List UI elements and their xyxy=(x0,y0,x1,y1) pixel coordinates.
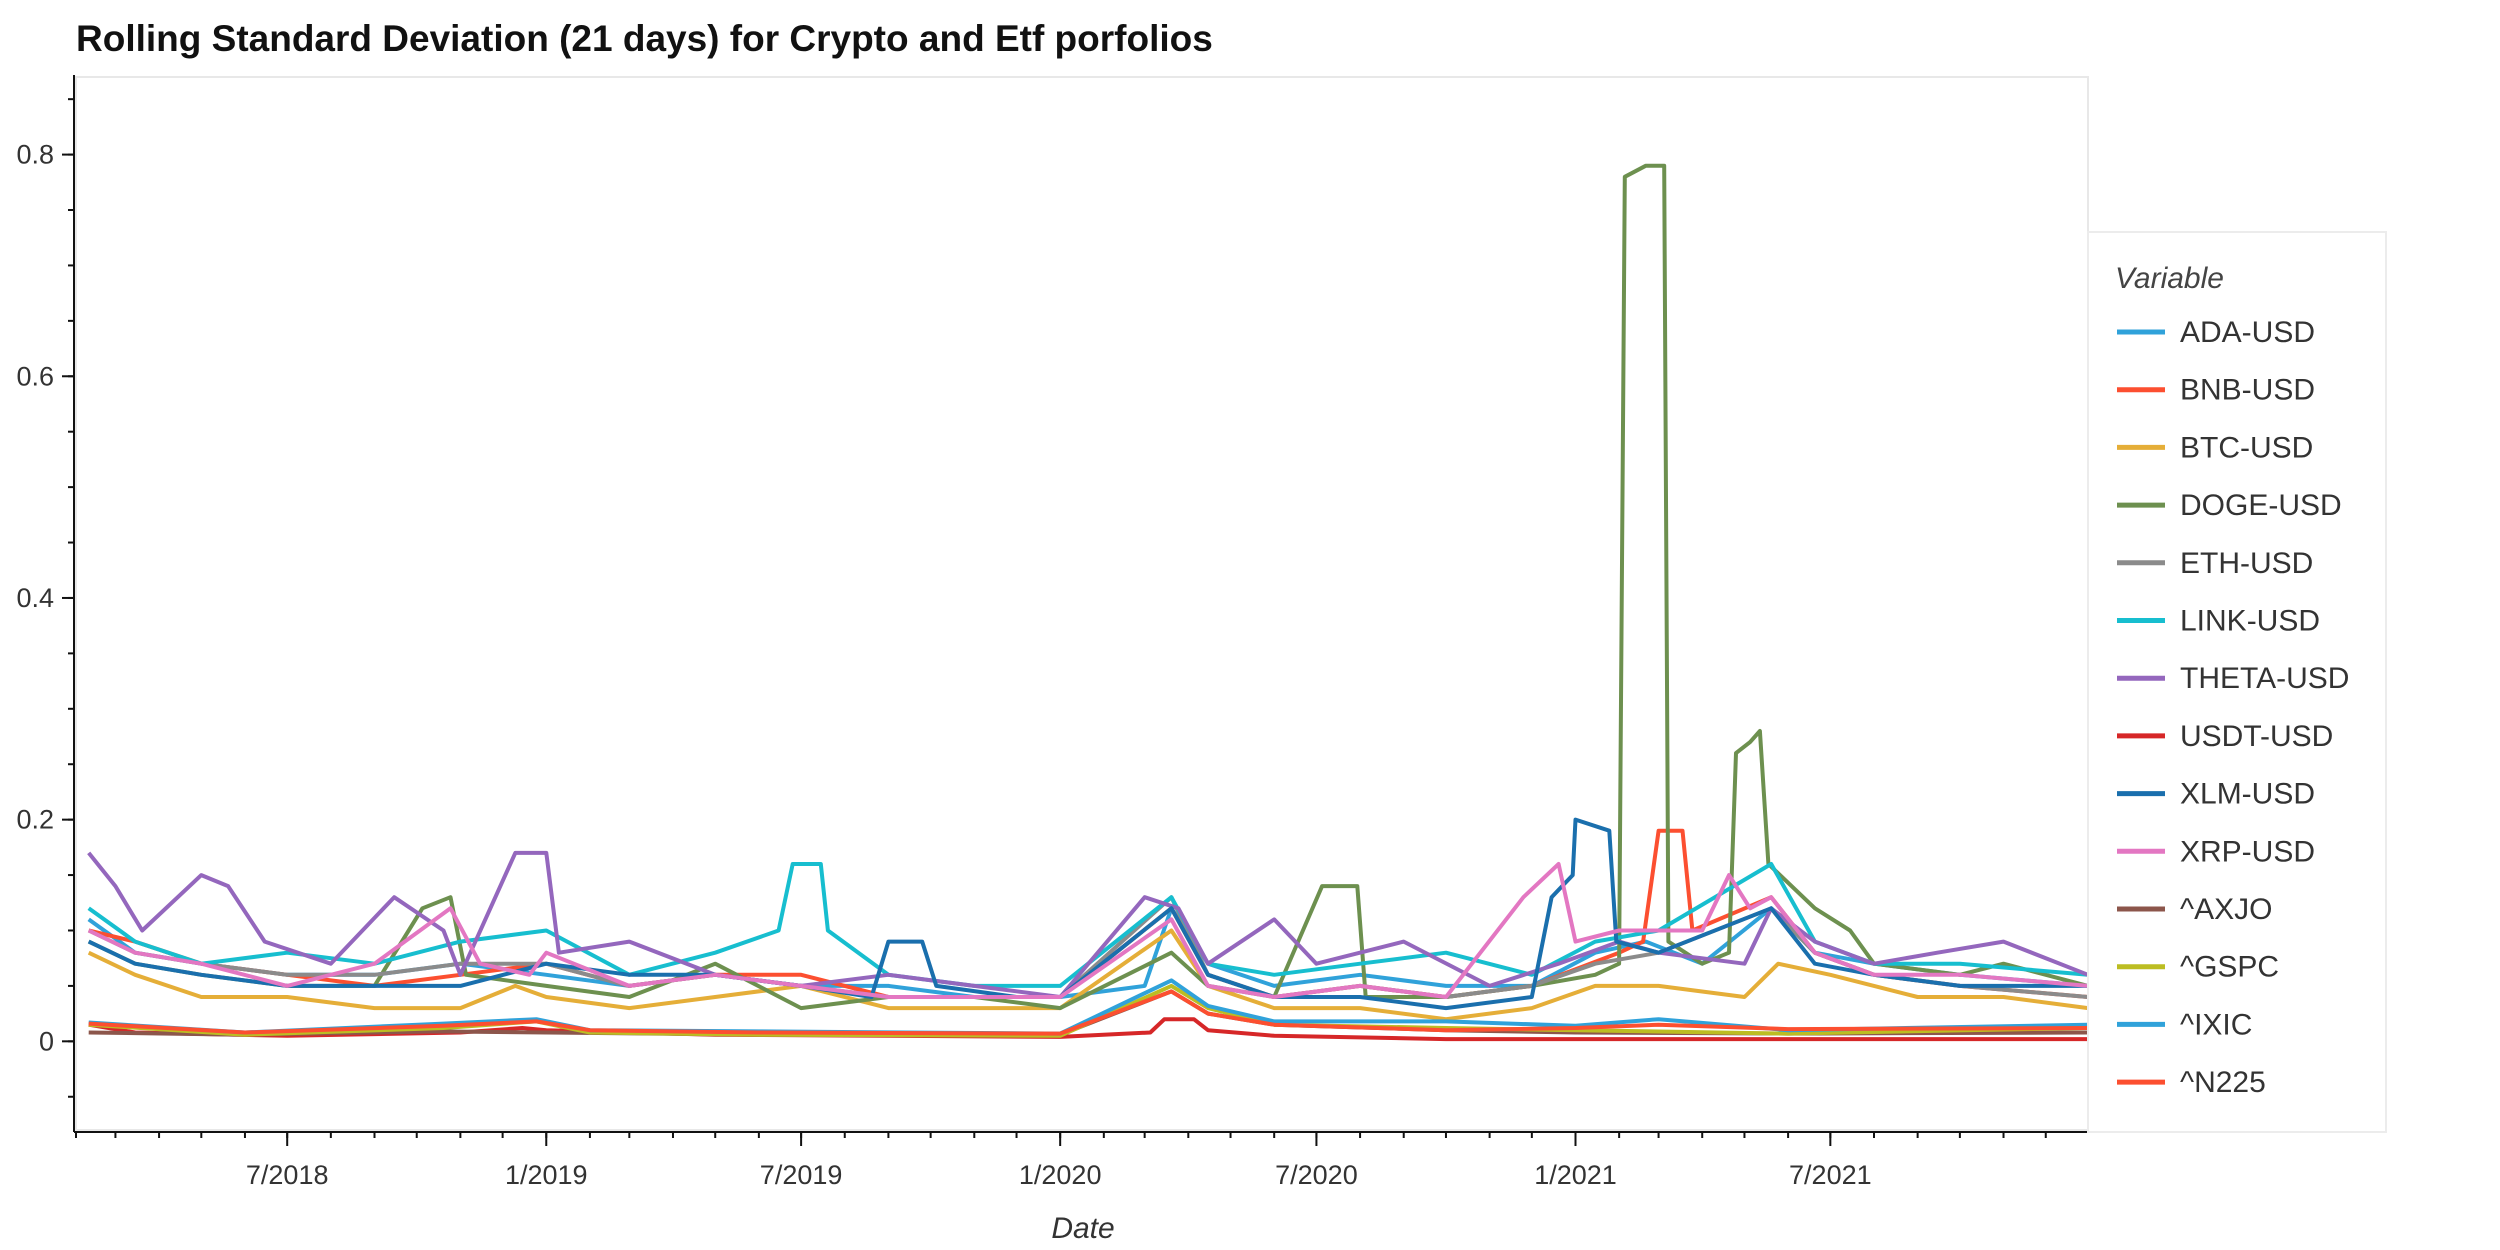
y-tick-label: 0.6 xyxy=(16,361,54,391)
legend-box xyxy=(2087,231,2387,1133)
chart-title: Rolling Standard Deviation (21 days) for… xyxy=(76,18,1213,59)
x-tick-label: 7/2019 xyxy=(760,1160,843,1190)
series-line-xrpusd xyxy=(87,862,2089,999)
y-tick-label: 0.2 xyxy=(16,805,54,835)
legend-items: ADA-USD BNB-USD BTC-USD DOGE-USD ETH-USD LINK… xyxy=(2117,316,2349,1099)
x-tick-label: 7/2020 xyxy=(1275,1160,1358,1190)
x-tick-label: 7/2018 xyxy=(246,1160,329,1190)
legend-label: XLM-USD xyxy=(2180,778,2315,811)
x-axis-label: Date xyxy=(1051,1212,1114,1245)
legend-label: DOGE-USD xyxy=(2180,489,2342,522)
series-line-n225 xyxy=(88,989,2089,1036)
legend-label: ^N225 xyxy=(2180,1066,2266,1099)
y-tick-label: 0.4 xyxy=(16,583,54,613)
series-line-btcusd xyxy=(87,928,2089,1022)
series-line-dogeusd xyxy=(87,163,2089,1011)
legend-label: LINK-USD xyxy=(2180,605,2320,638)
legend-title: Variable xyxy=(2115,262,2224,295)
legend-label: ADA-USD xyxy=(2180,316,2315,349)
legend: Variable ADA-USD BNB-USD BTC-USD DOGE-USD ET… xyxy=(2087,231,2387,1133)
x-tick-label: 1/2021 xyxy=(1534,1160,1617,1190)
y-tick-label: 0.8 xyxy=(16,140,54,170)
series-line-xlmusd xyxy=(87,817,2088,1011)
legend-label: ^AXJO xyxy=(2180,893,2272,926)
series-line-thetausd xyxy=(87,850,2089,999)
y-axis: 0 0.2 0.4 0.6 0.8 xyxy=(16,75,75,1132)
x-tick-label: 1/2019 xyxy=(505,1160,588,1190)
legend-label: BNB-USD xyxy=(2180,374,2315,407)
series-line-ethusd xyxy=(87,895,2089,999)
legend-label: ETH-USD xyxy=(2180,547,2313,580)
x-axis: 7/2018 1/2019 7/2019 1/2020 7/2020 1/2021 7/20… xyxy=(74,1131,2088,1190)
legend-label: BTC-USD xyxy=(2180,431,2313,464)
series-line-ixic xyxy=(88,978,2089,1036)
x-tick-label: 7/2021 xyxy=(1789,1160,1872,1190)
legend-label: USDT-USD xyxy=(2180,720,2333,753)
y-tick-label: 0 xyxy=(39,1026,54,1056)
legend-label: XRP-USD xyxy=(2180,835,2315,868)
legend-label: THETA-USD xyxy=(2180,662,2349,695)
series-layer xyxy=(87,163,2089,1042)
legend-label: ^IXIC xyxy=(2180,1008,2252,1041)
x-tick-label: 1/2020 xyxy=(1019,1160,1102,1190)
legend-label: ^GSPC xyxy=(2180,951,2279,984)
